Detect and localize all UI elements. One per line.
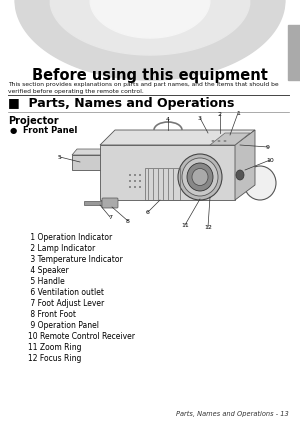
Text: 9: 9 — [266, 144, 270, 150]
Text: 8 Front Foot: 8 Front Foot — [28, 310, 76, 319]
FancyBboxPatch shape — [102, 198, 118, 208]
Ellipse shape — [182, 158, 218, 196]
Text: 5: 5 — [58, 155, 62, 159]
Polygon shape — [100, 130, 255, 145]
Ellipse shape — [139, 180, 141, 182]
Ellipse shape — [187, 163, 213, 191]
Ellipse shape — [192, 168, 208, 185]
Text: ●  Front Panel: ● Front Panel — [10, 126, 77, 135]
Polygon shape — [90, 0, 210, 38]
Text: Projector: Projector — [8, 116, 59, 126]
Text: 3: 3 — [198, 116, 202, 121]
Text: 2 Lamp Indicator: 2 Lamp Indicator — [28, 244, 95, 253]
Text: Parts, Names and Operations - 13: Parts, Names and Operations - 13 — [176, 411, 289, 417]
Text: 11 Zoom Ring: 11 Zoom Ring — [28, 343, 82, 352]
Ellipse shape — [236, 170, 244, 180]
Text: 1 Operation Indicator: 1 Operation Indicator — [28, 233, 112, 242]
Polygon shape — [235, 130, 255, 200]
Text: 12 Focus Ring: 12 Focus Ring — [28, 354, 81, 363]
Text: 6: 6 — [146, 210, 150, 215]
Text: 9 Operation Panel: 9 Operation Panel — [28, 321, 99, 330]
Ellipse shape — [218, 140, 220, 142]
Text: ■  Parts, Names and Operations: ■ Parts, Names and Operations — [8, 97, 234, 110]
Ellipse shape — [224, 140, 226, 142]
Ellipse shape — [134, 174, 136, 176]
Polygon shape — [50, 0, 250, 55]
Ellipse shape — [212, 140, 214, 142]
Text: 4 Speaker: 4 Speaker — [28, 266, 69, 275]
Text: 10: 10 — [266, 158, 274, 162]
Text: This section provides explanations on parts and part names, and the items that s: This section provides explanations on pa… — [8, 82, 279, 94]
Text: 10 Remote Control Receiver: 10 Remote Control Receiver — [28, 332, 135, 341]
Text: 7: 7 — [108, 215, 112, 219]
Ellipse shape — [178, 154, 222, 200]
Text: 2: 2 — [218, 111, 222, 116]
Polygon shape — [84, 201, 112, 205]
Text: 8: 8 — [126, 218, 130, 224]
Text: 6 Ventilation outlet: 6 Ventilation outlet — [28, 288, 104, 297]
Bar — [288, 25, 300, 80]
Ellipse shape — [134, 180, 136, 182]
Ellipse shape — [129, 186, 131, 188]
Ellipse shape — [129, 174, 131, 176]
Ellipse shape — [134, 186, 136, 188]
Ellipse shape — [244, 166, 276, 200]
Text: 3 Temperature Indicator: 3 Temperature Indicator — [28, 255, 123, 264]
Ellipse shape — [139, 186, 141, 188]
Ellipse shape — [129, 180, 131, 182]
Text: 12: 12 — [204, 224, 212, 230]
Text: 5 Handle: 5 Handle — [28, 277, 65, 286]
Polygon shape — [15, 0, 285, 80]
Polygon shape — [72, 155, 110, 170]
Ellipse shape — [139, 174, 141, 176]
Bar — [145, 168, 180, 200]
Text: 7 Foot Adjust Lever: 7 Foot Adjust Lever — [28, 299, 104, 308]
Polygon shape — [100, 145, 235, 200]
Text: Before using this equipment: Before using this equipment — [32, 68, 268, 83]
Polygon shape — [210, 133, 250, 145]
Text: 4: 4 — [166, 116, 170, 122]
Polygon shape — [72, 149, 115, 155]
Text: 1: 1 — [236, 110, 240, 116]
Text: 11: 11 — [181, 223, 189, 227]
